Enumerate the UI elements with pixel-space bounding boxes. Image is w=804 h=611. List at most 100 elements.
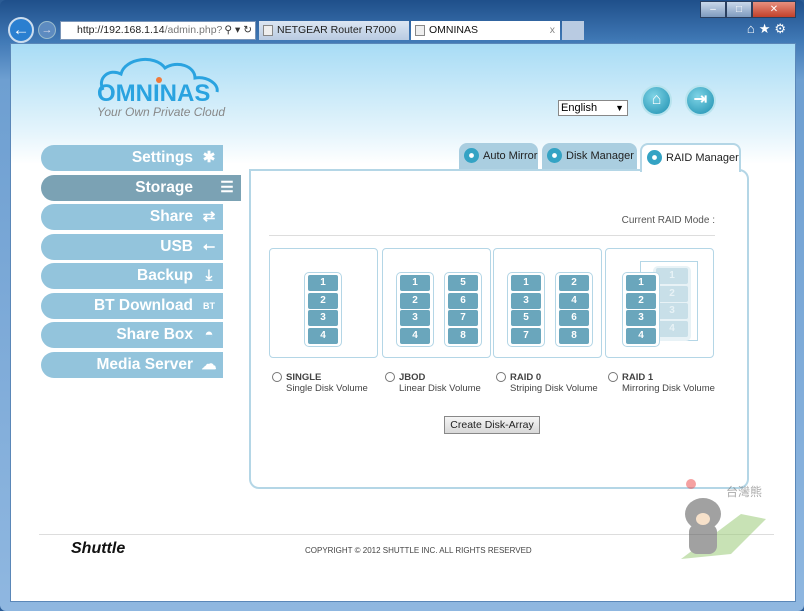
usb-icon: ⭠ bbox=[202, 237, 215, 255]
sidebar-item-share-box[interactable]: Share Box ◓ bbox=[41, 322, 223, 348]
disk-icon bbox=[464, 148, 479, 163]
sidebar-item-bt-download[interactable]: BT Download BT bbox=[41, 292, 223, 319]
bt-icon: BT bbox=[203, 300, 215, 311]
address-bar[interactable]: http://192.168.1.14/admin.php? ⚲ ▾ ↻ bbox=[60, 21, 256, 40]
ie-icon bbox=[263, 25, 273, 36]
disk-slot: 2 bbox=[308, 292, 338, 309]
current-raid-mode: Current RAID Mode : bbox=[621, 215, 715, 226]
home-icon[interactable]: ⌂ bbox=[746, 21, 759, 36]
storage-icon: ☰ bbox=[220, 178, 234, 196]
raid-option-subtitle: Linear Disk Volume bbox=[399, 383, 481, 394]
minimize-button[interactable]: – bbox=[700, 1, 726, 18]
raid-option-title: SINGLE bbox=[286, 372, 322, 383]
back-button[interactable]: ← bbox=[8, 17, 34, 43]
logout-button[interactable]: ⇥ bbox=[685, 85, 716, 116]
tab-netgear[interactable]: NETGEAR Router R7000 bbox=[259, 21, 409, 40]
footer-divider bbox=[39, 534, 774, 535]
gear-icon[interactable]: ⚙ bbox=[774, 21, 790, 36]
sidebar-item-label: Backup bbox=[137, 267, 193, 284]
raid-option-title: RAID 1 bbox=[622, 372, 654, 383]
divider bbox=[269, 235, 715, 236]
language-select[interactable]: English ▼ bbox=[558, 100, 628, 116]
disk-slot: 7 bbox=[511, 327, 541, 344]
sidebar-item-usb[interactable]: USB ⭠ bbox=[41, 233, 223, 260]
share-arrows-icon: ⇄ bbox=[202, 208, 216, 225]
disk-slot: 4 bbox=[400, 327, 430, 344]
disk-slot: 4 bbox=[559, 292, 589, 309]
favorites-star-icon[interactable]: ★ bbox=[758, 21, 775, 36]
logo-name: OMNINAS bbox=[97, 80, 211, 107]
browser-tools[interactable]: ⌂★⚙ bbox=[747, 21, 790, 37]
disk-slot: 6 bbox=[448, 292, 478, 309]
tab-label: Disk Manager bbox=[566, 150, 634, 162]
disk-slot: 3 bbox=[400, 310, 430, 326]
disk-slot: 4 bbox=[626, 327, 656, 344]
disk-slot: 8 bbox=[559, 327, 589, 344]
logo-tagline: Your Own Private Cloud bbox=[97, 105, 226, 119]
disk-slot: 2 bbox=[656, 285, 688, 302]
chevron-down-icon: ▼ bbox=[615, 103, 624, 113]
disk-slot: 7 bbox=[448, 310, 478, 326]
sidebar-item-storage[interactable]: Storage ☰ bbox=[41, 174, 241, 201]
maximize-button[interactable]: □ bbox=[726, 1, 752, 18]
radio-button[interactable] bbox=[496, 372, 506, 382]
raid-option-subtitle: Mirroring Disk Volume bbox=[622, 383, 715, 394]
search-refresh-icons[interactable]: ⚲ ▾ ↻ bbox=[224, 24, 252, 36]
disk-slot: 5 bbox=[511, 310, 541, 326]
sidebar-item-label: USB bbox=[160, 237, 193, 255]
sidebar-item-settings[interactable]: Settings ✱ bbox=[41, 145, 223, 171]
disk-slot: 4 bbox=[308, 327, 338, 344]
raid-option-title: JBOD bbox=[399, 372, 426, 383]
cloud-icon bbox=[100, 58, 219, 93]
tab-raid-manager[interactable]: RAID Manager bbox=[640, 143, 741, 172]
disk-slot: 1 bbox=[511, 275, 541, 291]
disk-slot: 5 bbox=[448, 275, 478, 291]
sidebar-item-label: Media Server bbox=[96, 355, 194, 373]
sidebar-item-media-server[interactable]: Media Server ☁ bbox=[41, 351, 223, 378]
raid-option-subtitle: Single Disk Volume bbox=[286, 383, 368, 394]
copyright: COPYRIGHT © 2012 SHUTTLE INC. ALL RIGHTS… bbox=[305, 546, 532, 555]
tab-disk-manager[interactable]: Disk Manager bbox=[542, 143, 637, 170]
url-path: /admin.php? bbox=[164, 24, 223, 36]
sidebar-item-label: Storage bbox=[135, 178, 193, 196]
url-host: http://192.168.1.14 bbox=[77, 24, 165, 36]
new-tab-button[interactable] bbox=[562, 21, 584, 40]
shuttle-logo: Shuttle bbox=[71, 540, 126, 557]
tab-label: Auto Mirror bbox=[483, 150, 538, 162]
media-server-icon: ☁ bbox=[201, 355, 217, 373]
disk-slot: 2 bbox=[559, 275, 589, 291]
radio-button[interactable] bbox=[385, 372, 395, 382]
backup-icon: ⤓ bbox=[205, 267, 213, 284]
page-content: OMNINAS Your Own Private Cloud English ▼ … bbox=[10, 43, 796, 602]
bear-watermark-icon: 台灣熊 bbox=[681, 479, 766, 559]
sidebar-item-share[interactable]: Share ⇄ bbox=[41, 204, 223, 230]
tab-auto-mirror[interactable]: Auto Mirror bbox=[459, 143, 538, 170]
radio-button[interactable] bbox=[608, 372, 618, 382]
sidebar-item-label: Share bbox=[149, 208, 193, 225]
raid-option-subtitle: Striping Disk Volume bbox=[510, 383, 598, 394]
forward-button[interactable]: → bbox=[38, 21, 56, 39]
radio-button[interactable] bbox=[272, 372, 282, 382]
disk-slot: 1 bbox=[308, 275, 338, 291]
disk-slot: 3 bbox=[656, 303, 688, 319]
tools-icon: ✱ bbox=[202, 149, 216, 166]
disk-slot: 3 bbox=[626, 310, 656, 326]
home-button[interactable]: ⌂ bbox=[641, 85, 672, 116]
close-window-button[interactable]: ✕ bbox=[752, 1, 796, 18]
create-disk-array-button[interactable]: Create Disk-Array bbox=[444, 416, 540, 434]
tab-omninas[interactable]: OMNINAS x bbox=[411, 21, 560, 40]
disk-slot: 2 bbox=[626, 292, 656, 309]
sidebar-item-backup[interactable]: Backup ⤓ bbox=[41, 263, 223, 289]
disk-slot: 8 bbox=[448, 327, 478, 344]
tab-close-button[interactable]: x bbox=[549, 24, 555, 36]
sidebar-item-label: Share Box bbox=[116, 326, 193, 343]
disk-slot: 4 bbox=[656, 320, 688, 337]
disk-slot: 1 bbox=[400, 275, 430, 291]
